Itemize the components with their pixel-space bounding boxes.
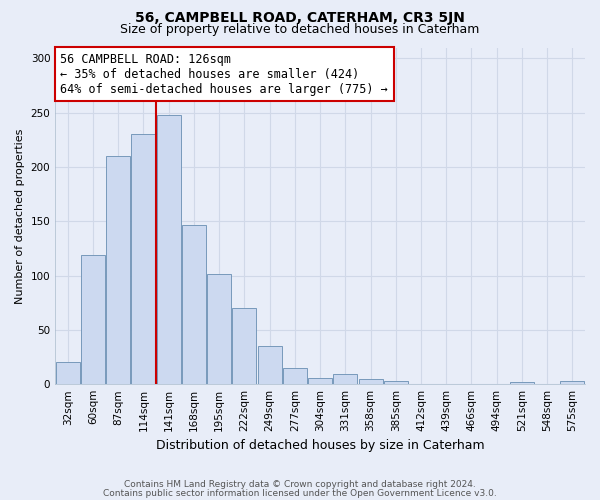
Bar <box>359 379 383 384</box>
Text: Contains public sector information licensed under the Open Government Licence v3: Contains public sector information licen… <box>103 488 497 498</box>
Text: 56, CAMPBELL ROAD, CATERHAM, CR3 5JN: 56, CAMPBELL ROAD, CATERHAM, CR3 5JN <box>135 11 465 25</box>
Text: Contains HM Land Registry data © Crown copyright and database right 2024.: Contains HM Land Registry data © Crown c… <box>124 480 476 489</box>
Bar <box>182 224 206 384</box>
Bar <box>131 134 155 384</box>
Bar <box>308 378 332 384</box>
Text: Size of property relative to detached houses in Caterham: Size of property relative to detached ho… <box>121 22 479 36</box>
Bar <box>81 255 105 384</box>
Bar <box>510 382 534 384</box>
Bar <box>560 381 584 384</box>
Text: 56 CAMPBELL ROAD: 126sqm
← 35% of detached houses are smaller (424)
64% of semi-: 56 CAMPBELL ROAD: 126sqm ← 35% of detach… <box>61 52 388 96</box>
Y-axis label: Number of detached properties: Number of detached properties <box>15 128 25 304</box>
X-axis label: Distribution of detached houses by size in Caterham: Distribution of detached houses by size … <box>156 440 484 452</box>
Bar <box>157 115 181 384</box>
Bar <box>56 362 80 384</box>
Bar <box>283 368 307 384</box>
Bar <box>257 346 281 384</box>
Bar <box>384 381 408 384</box>
Bar <box>334 374 357 384</box>
Bar <box>106 156 130 384</box>
Bar <box>207 274 231 384</box>
Bar <box>232 308 256 384</box>
